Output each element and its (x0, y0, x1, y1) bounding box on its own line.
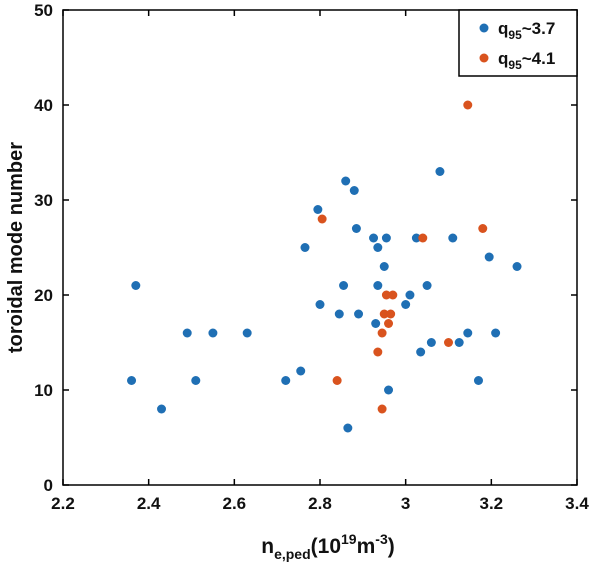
data-point-series-1 (448, 233, 458, 243)
data-point-series-1 (191, 376, 201, 385)
y-tick-label: 50 (34, 1, 53, 20)
legend-q-base: q (498, 49, 508, 68)
x-label-paren-close: ) (388, 535, 395, 558)
data-point-series-2 (332, 376, 342, 385)
data-point-series-1 (182, 328, 192, 338)
data-point-series-1 (242, 328, 252, 338)
y-tick-label: 30 (34, 191, 53, 210)
legend-box (458, 9, 578, 77)
y-tick-label: 0 (44, 476, 53, 495)
data-point-series-1 (435, 167, 445, 176)
data-point-series-1 (473, 376, 483, 385)
legend-entry-q95-4-1: q95~4.1 (498, 49, 555, 72)
data-point-series-1 (381, 233, 391, 243)
data-point-series-1 (405, 290, 415, 300)
legend-entry-q95-3-7: q95~3.7 (498, 19, 555, 42)
ticks-layer (62, 9, 578, 486)
data-point-series-1 (127, 376, 137, 385)
data-point-series-1 (131, 281, 141, 290)
data-point-series-1 (296, 366, 306, 376)
data-point-series-1 (463, 328, 473, 338)
data-point-series-1 (157, 404, 167, 414)
data-point-series-1 (422, 281, 432, 290)
data-point-series-2 (377, 404, 387, 414)
y-tick-label: 40 (34, 96, 53, 115)
data-point-series-2 (379, 309, 389, 319)
data-point-series-1 (416, 347, 426, 357)
data-point-series-1 (334, 309, 344, 319)
x-label-unit: m (357, 535, 376, 558)
data-point-series-2 (381, 290, 391, 300)
x-tick-label: 2.2 (51, 494, 75, 513)
y-tick-label: 10 (34, 381, 53, 400)
data-point-series-1 (354, 309, 364, 319)
data-point-series-1 (339, 281, 349, 290)
data-point-series-1 (349, 186, 359, 195)
x-tick-label: 3.2 (480, 494, 504, 513)
legend-marker-q95-4-1 (479, 53, 489, 63)
x-tick-label: 2.4 (137, 494, 161, 513)
data-point-series-2 (377, 328, 387, 338)
data-point-series-1 (343, 423, 353, 433)
points-layer (127, 100, 522, 433)
data-point-series-1 (208, 328, 218, 338)
data-point-series-2 (463, 100, 473, 110)
x-axis-label: ne,ped(1019m-3) (261, 531, 394, 562)
x-label-base: n (261, 535, 274, 558)
data-point-series-1 (426, 338, 436, 347)
data-point-series-1 (313, 205, 323, 214)
legend: q95~3.7 q95~4.1 (458, 9, 578, 77)
data-point-series-2 (388, 290, 398, 300)
data-point-series-2 (384, 319, 394, 328)
data-point-series-1 (384, 385, 394, 395)
x-tick-label: 2.8 (308, 494, 332, 513)
data-point-series-1 (484, 252, 494, 262)
data-point-series-2 (478, 224, 488, 233)
legend-q-subscript: 95 (508, 28, 522, 42)
y-axis-label: toroidal mode number (5, 142, 27, 353)
legend-q-subscript: 95 (508, 58, 522, 72)
x-tick-label: 3 (401, 494, 410, 513)
legend-q-base: q (498, 19, 508, 38)
data-point-series-1 (373, 281, 383, 290)
legend-q-value: ~3.7 (522, 19, 556, 38)
x-label-superscript-2: -3 (375, 531, 388, 547)
data-point-series-1 (379, 262, 389, 271)
data-point-series-2 (444, 338, 453, 347)
data-point-series-1 (281, 376, 291, 385)
data-point-series-1 (373, 243, 383, 252)
legend-q-value: ~4.1 (522, 49, 556, 68)
data-point-series-2 (418, 233, 428, 243)
x-label-superscript-1: 19 (341, 531, 357, 547)
plot-frame (62, 9, 578, 486)
x-tick-label: 2.6 (223, 494, 247, 513)
data-point-series-1 (491, 328, 501, 338)
data-point-series-2 (317, 214, 327, 224)
data-point-series-1 (300, 243, 310, 252)
data-point-series-1 (371, 319, 381, 328)
data-point-series-1 (351, 224, 361, 233)
data-point-series-1 (315, 300, 325, 309)
data-point-series-1 (341, 176, 351, 186)
data-point-series-1 (512, 262, 522, 271)
x-tick-label: 3.4 (565, 494, 589, 513)
data-point-series-2 (386, 309, 396, 319)
data-point-series-2 (373, 347, 383, 357)
data-point-series-1 (369, 233, 379, 243)
data-point-series-1 (454, 338, 464, 347)
data-point-series-1 (401, 300, 411, 309)
data-point-series-1 (411, 233, 421, 243)
y-tick-label: 20 (34, 286, 53, 305)
x-label-paren-open: (10 (311, 535, 341, 558)
legend-marker-q95-3-7 (479, 23, 489, 33)
tick-labels-layer: 2.2 2.4 2.6 2.8 3 3.2 3.4 0 10 20 30 40 50 (34, 1, 589, 513)
x-label-subscript: e,ped (274, 546, 311, 562)
